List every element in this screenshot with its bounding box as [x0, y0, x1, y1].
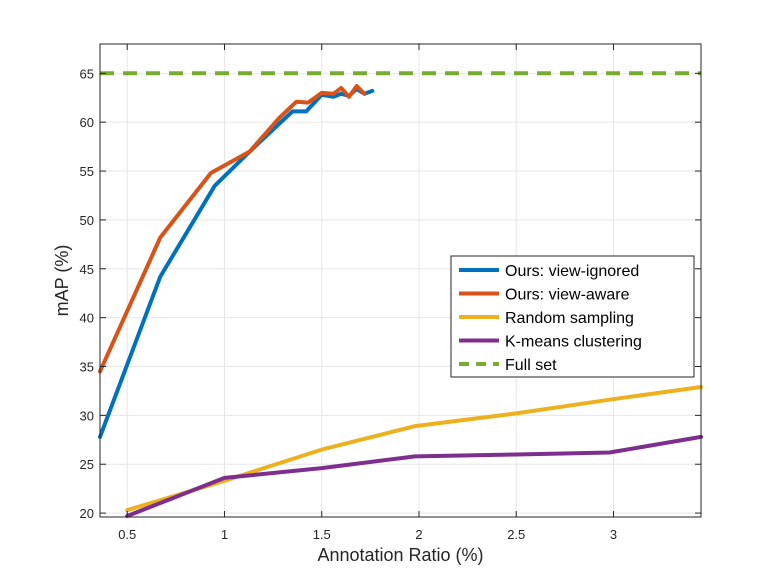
y-tick-label: 40 — [80, 311, 94, 326]
x-tick-label: 1.5 — [313, 527, 331, 542]
y-tick-label: 55 — [80, 164, 94, 179]
legend-label-3: K-means clustering — [505, 334, 642, 351]
legend-label-1: Ours: view-aware — [505, 287, 630, 304]
y-tick-label: 30 — [80, 408, 94, 423]
y-tick-label: 60 — [80, 115, 94, 130]
legend-label-0: Ours: view-ignored — [505, 263, 639, 280]
legend-label-4: Full set — [505, 357, 557, 374]
plot-frame — [99, 43, 702, 518]
y-tick-label: 50 — [80, 213, 94, 228]
x-axis-title: Annotation Ratio (%) — [317, 545, 483, 565]
axis-ticks: 0.5 1 1.5 2 2.5 3 20 25 30 35 40 45 50 55 60 65 — [80, 44, 701, 542]
x-tick-label: 2.5 — [507, 527, 525, 542]
series-line-3 — [125, 434, 703, 518]
y-tick-label: 45 — [80, 262, 94, 277]
x-tick-label: 2 — [415, 527, 422, 542]
x-tick-label: 1 — [221, 527, 228, 542]
y-tick-label: 65 — [80, 66, 94, 81]
y-tick-label: 20 — [80, 506, 94, 521]
y-axis-title: mAP (%) — [52, 245, 72, 317]
series-line-1 — [98, 84, 367, 374]
series-line-0 — [98, 87, 375, 439]
series-lines — [98, 71, 703, 518]
series-line-2 — [125, 385, 703, 513]
legend: Ours: view-ignored Ours: view-aware Random… — [450, 255, 695, 378]
legend-label-2: Random sampling — [505, 310, 634, 327]
x-tick-label: 0.5 — [118, 527, 136, 542]
x-tick-label: 3 — [610, 527, 617, 542]
y-tick-label: 35 — [80, 360, 94, 375]
y-tick-label: 25 — [80, 457, 94, 472]
